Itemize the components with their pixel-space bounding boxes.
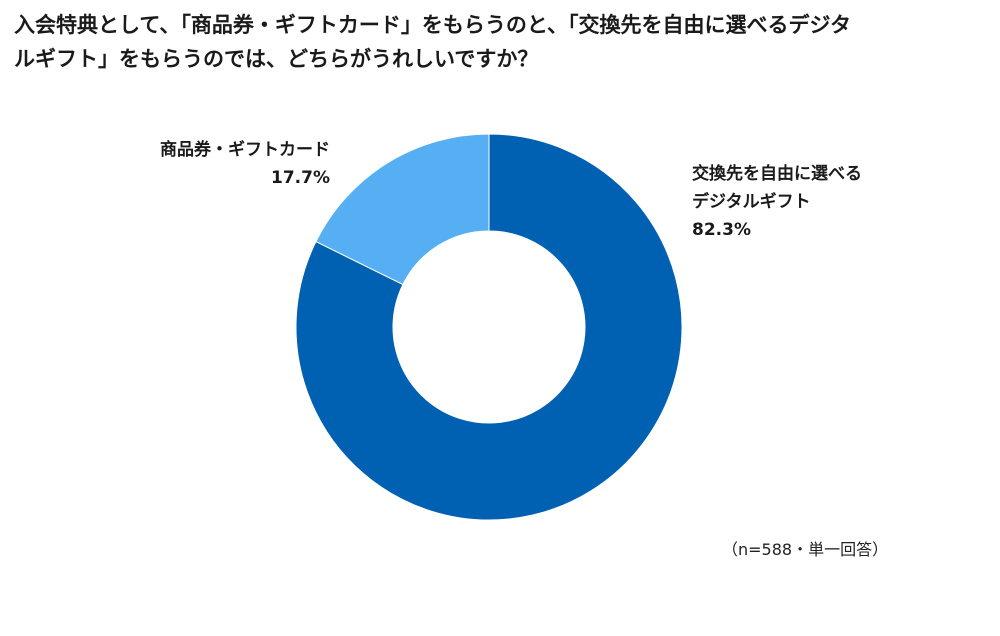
gift-card-label-text: 商品券・ギフトカード [160,140,330,160]
title-line-1: 入会特典として、「商品券・ギフトカード」をもらうのと、「交換先を自由に選べるデジ… [14,13,852,37]
donut-slices [295,133,683,521]
gift-card-value-label: 17.7% [271,168,330,188]
donut-slice-digital-gift [295,133,683,521]
digital-gift-label: 交換先を自由に選べる デジタルギフト 82.3% [692,160,952,244]
gift-card-label: 商品券・ギフトカード 17.7% [90,136,330,192]
donut-slice-gift-card [315,133,490,286]
digital-gift-label-line-2: デジタルギフト [692,192,811,212]
title-line-2: ルギフト」をもらうのでは、どちらがうれしいですか？ [14,47,539,71]
chart-title: 入会特典として、「商品券・ギフトカード」をもらうのと、「交換先を自由に選べるデジ… [14,8,974,76]
sample-size-note: （n=588・単一回答） [722,540,889,559]
digital-gift-value-label: 82.3% [692,220,751,240]
digital-gift-label-line-1: 交換先を自由に選べる [692,164,862,184]
